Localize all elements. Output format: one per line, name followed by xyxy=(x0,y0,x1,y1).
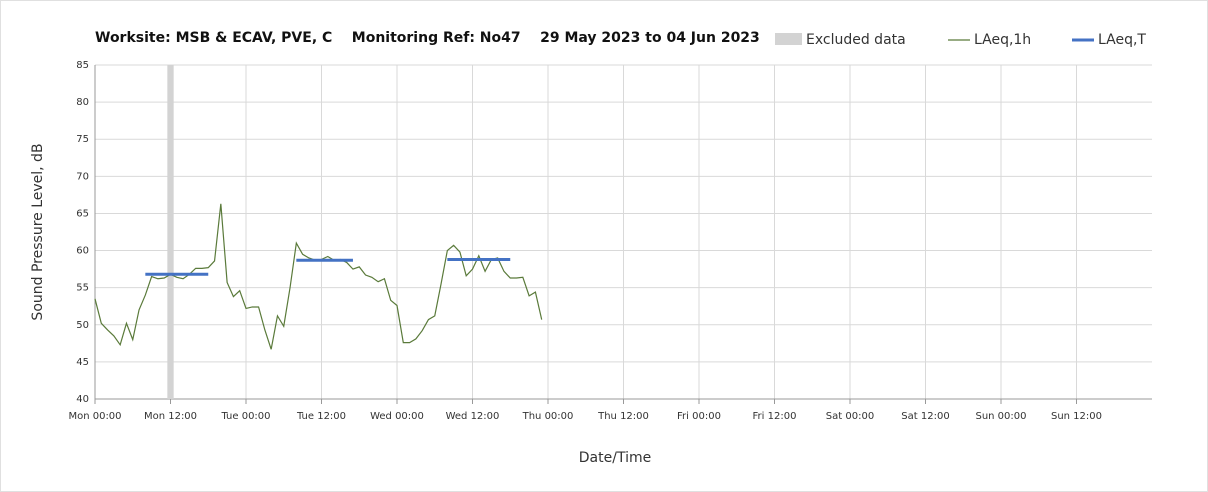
y-tick-label: 40 xyxy=(76,394,89,405)
y-tick-label: 45 xyxy=(76,357,89,368)
legend-label: Excluded data xyxy=(806,32,906,48)
legend-swatch xyxy=(775,33,802,45)
legend-label: LAeq,T xyxy=(1098,32,1146,48)
x-tick-label: Tue 12:00 xyxy=(296,411,346,422)
y-tick-label: 85 xyxy=(76,60,89,71)
x-axis-label: Date/Time xyxy=(579,450,651,466)
y-tick-label: 80 xyxy=(76,97,89,108)
x-tick-label: Mon 12:00 xyxy=(144,411,197,422)
x-tick-label: Sun 00:00 xyxy=(975,411,1026,422)
x-tick-label: Mon 00:00 xyxy=(68,411,121,422)
y-tick-label: 70 xyxy=(76,171,89,182)
y-tick-label: 75 xyxy=(76,134,89,145)
x-tick-label: Tue 00:00 xyxy=(220,411,270,422)
x-tick-label: Thu 00:00 xyxy=(522,411,574,422)
y-tick-label: 55 xyxy=(76,283,89,294)
x-tick-label: Wed 00:00 xyxy=(370,411,424,422)
chart-title: Worksite: MSB & ECAV, PVE, C Monitoring … xyxy=(95,30,760,46)
x-tick-label: Sat 12:00 xyxy=(901,411,949,422)
excluded-band xyxy=(167,65,174,399)
y-axis-label: Sound Pressure Level, dB xyxy=(30,143,46,320)
x-tick-label: Thu 12:00 xyxy=(597,411,649,422)
x-tick-label: Sun 12:00 xyxy=(1051,411,1102,422)
x-tick-label: Sat 00:00 xyxy=(826,411,874,422)
y-tick-label: 60 xyxy=(76,246,89,257)
y-tick-label: 65 xyxy=(76,208,89,219)
y-tick-label: 50 xyxy=(76,320,89,331)
x-tick-label: Wed 12:00 xyxy=(446,411,500,422)
legend-label: LAeq,1h xyxy=(974,32,1031,48)
x-tick-label: Fri 00:00 xyxy=(677,411,721,422)
x-tick-label: Fri 12:00 xyxy=(753,411,797,422)
